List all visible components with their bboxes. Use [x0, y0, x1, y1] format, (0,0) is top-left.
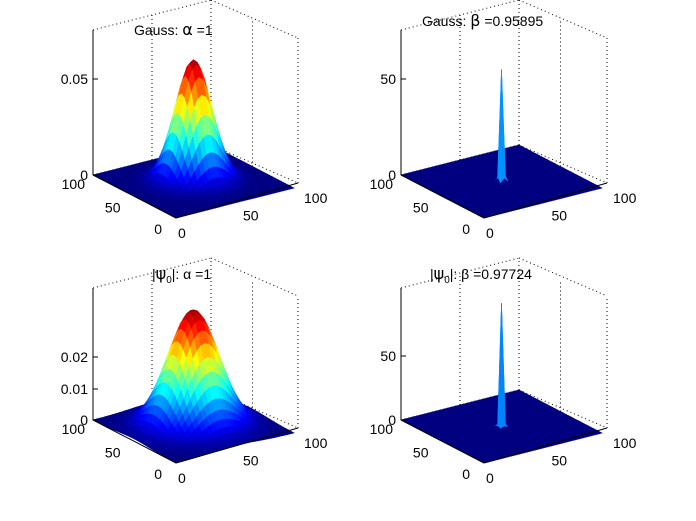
y-tick-label: 100	[62, 421, 86, 437]
z-tick-label: 0.01	[61, 381, 88, 397]
y-axis-line	[400, 174, 485, 219]
y-tick-label: 50	[413, 200, 429, 216]
x-tick-label: 100	[304, 190, 328, 206]
y-tick-label: 0	[462, 466, 470, 482]
x-axis-line	[175, 427, 299, 464]
y-tick-label: 0	[154, 221, 162, 237]
x-axis-line	[483, 182, 608, 219]
surface-mesh	[400, 303, 603, 464]
y-tick-label: 50	[105, 445, 121, 461]
x-tick-label: 50	[243, 208, 259, 224]
x-tick-label: 0	[486, 225, 494, 241]
surface-mesh	[400, 69, 603, 219]
x-tick-label: 0	[486, 470, 494, 486]
z-tick-label: 0	[388, 412, 396, 428]
z-tick-label: 0	[80, 167, 88, 183]
y-axis-line	[92, 174, 177, 219]
y-tick-label: 100	[370, 421, 394, 437]
x-tick-label: 0	[178, 470, 186, 486]
x-tick-label: 50	[552, 208, 568, 224]
x-tick-label: 100	[613, 190, 637, 206]
x-tick-label: 50	[552, 453, 568, 469]
y-axis-line	[400, 419, 485, 464]
z-tick-label: 0.02	[61, 349, 88, 365]
y-tick-label: 50	[413, 445, 429, 461]
surface-mesh	[92, 59, 295, 219]
y-axis-line	[92, 419, 177, 464]
z-tick-label: 0	[80, 412, 88, 428]
x-tick-label: 50	[243, 453, 259, 469]
box-edge	[210, 257, 299, 297]
plot-title: Gauss: α =1	[134, 20, 213, 39]
box-edge	[92, 257, 212, 289]
box-edge	[210, 0, 299, 39]
z-tick-label: 50	[380, 71, 396, 87]
plot-title: |ψ0|: β =0.97724	[430, 264, 532, 286]
y-tick-label: 50	[105, 200, 121, 216]
y-tick-label: 100	[62, 176, 86, 192]
plot-title: Gauss: β =0.95895	[422, 11, 544, 30]
z-tick-label: 50	[380, 348, 396, 364]
y-tick-label: 0	[462, 221, 470, 237]
z-tick-label: 0	[388, 167, 396, 183]
x-axis-line	[175, 182, 299, 219]
y-tick-label: 0	[154, 466, 162, 482]
x-tick-label: 0	[178, 225, 186, 241]
x-axis-line	[483, 427, 608, 464]
x-tick-label: 100	[613, 435, 637, 451]
plot-title: |ψ0|: α =1	[152, 264, 212, 286]
z-tick-label: 0.05	[61, 71, 88, 87]
box-edge	[518, 257, 608, 297]
box-edge	[518, 0, 608, 39]
surface-mesh	[92, 309, 295, 464]
box-edge	[400, 257, 520, 289]
y-tick-label: 100	[370, 176, 394, 192]
x-tick-label: 100	[304, 435, 328, 451]
